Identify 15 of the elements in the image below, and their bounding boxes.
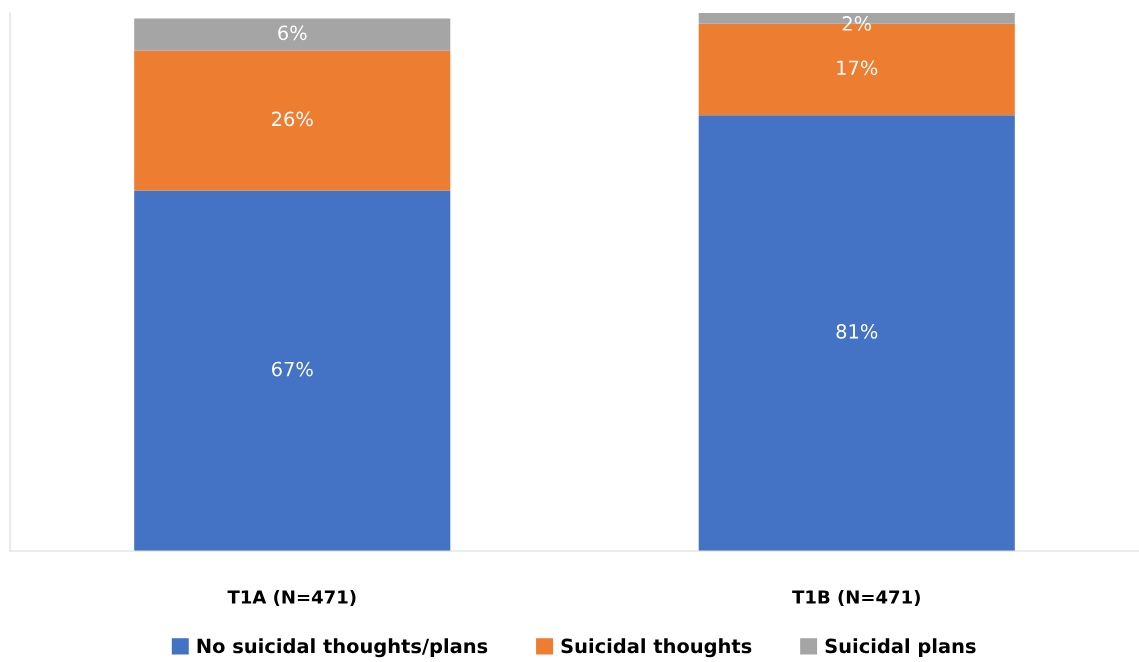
x-tick-label: T1B (N=471) xyxy=(792,589,920,606)
data-label: 6% xyxy=(278,25,307,41)
x-tick-label: T1A (N=471) xyxy=(227,589,356,606)
bar xyxy=(698,115,1015,551)
data-label: 2% xyxy=(842,16,872,31)
data-label: 17% xyxy=(837,60,878,76)
bar xyxy=(134,50,451,191)
data-label: 81% xyxy=(836,324,878,339)
data-label: 67% xyxy=(272,361,313,377)
legend-label: No suicidal thoughts/plans xyxy=(197,638,488,658)
bar xyxy=(134,190,451,551)
legend-label: Suicidal plans xyxy=(825,638,976,658)
data-label: 26% xyxy=(272,111,313,127)
bar xyxy=(134,18,451,51)
legend-label: Suicidal thoughts xyxy=(561,638,752,658)
